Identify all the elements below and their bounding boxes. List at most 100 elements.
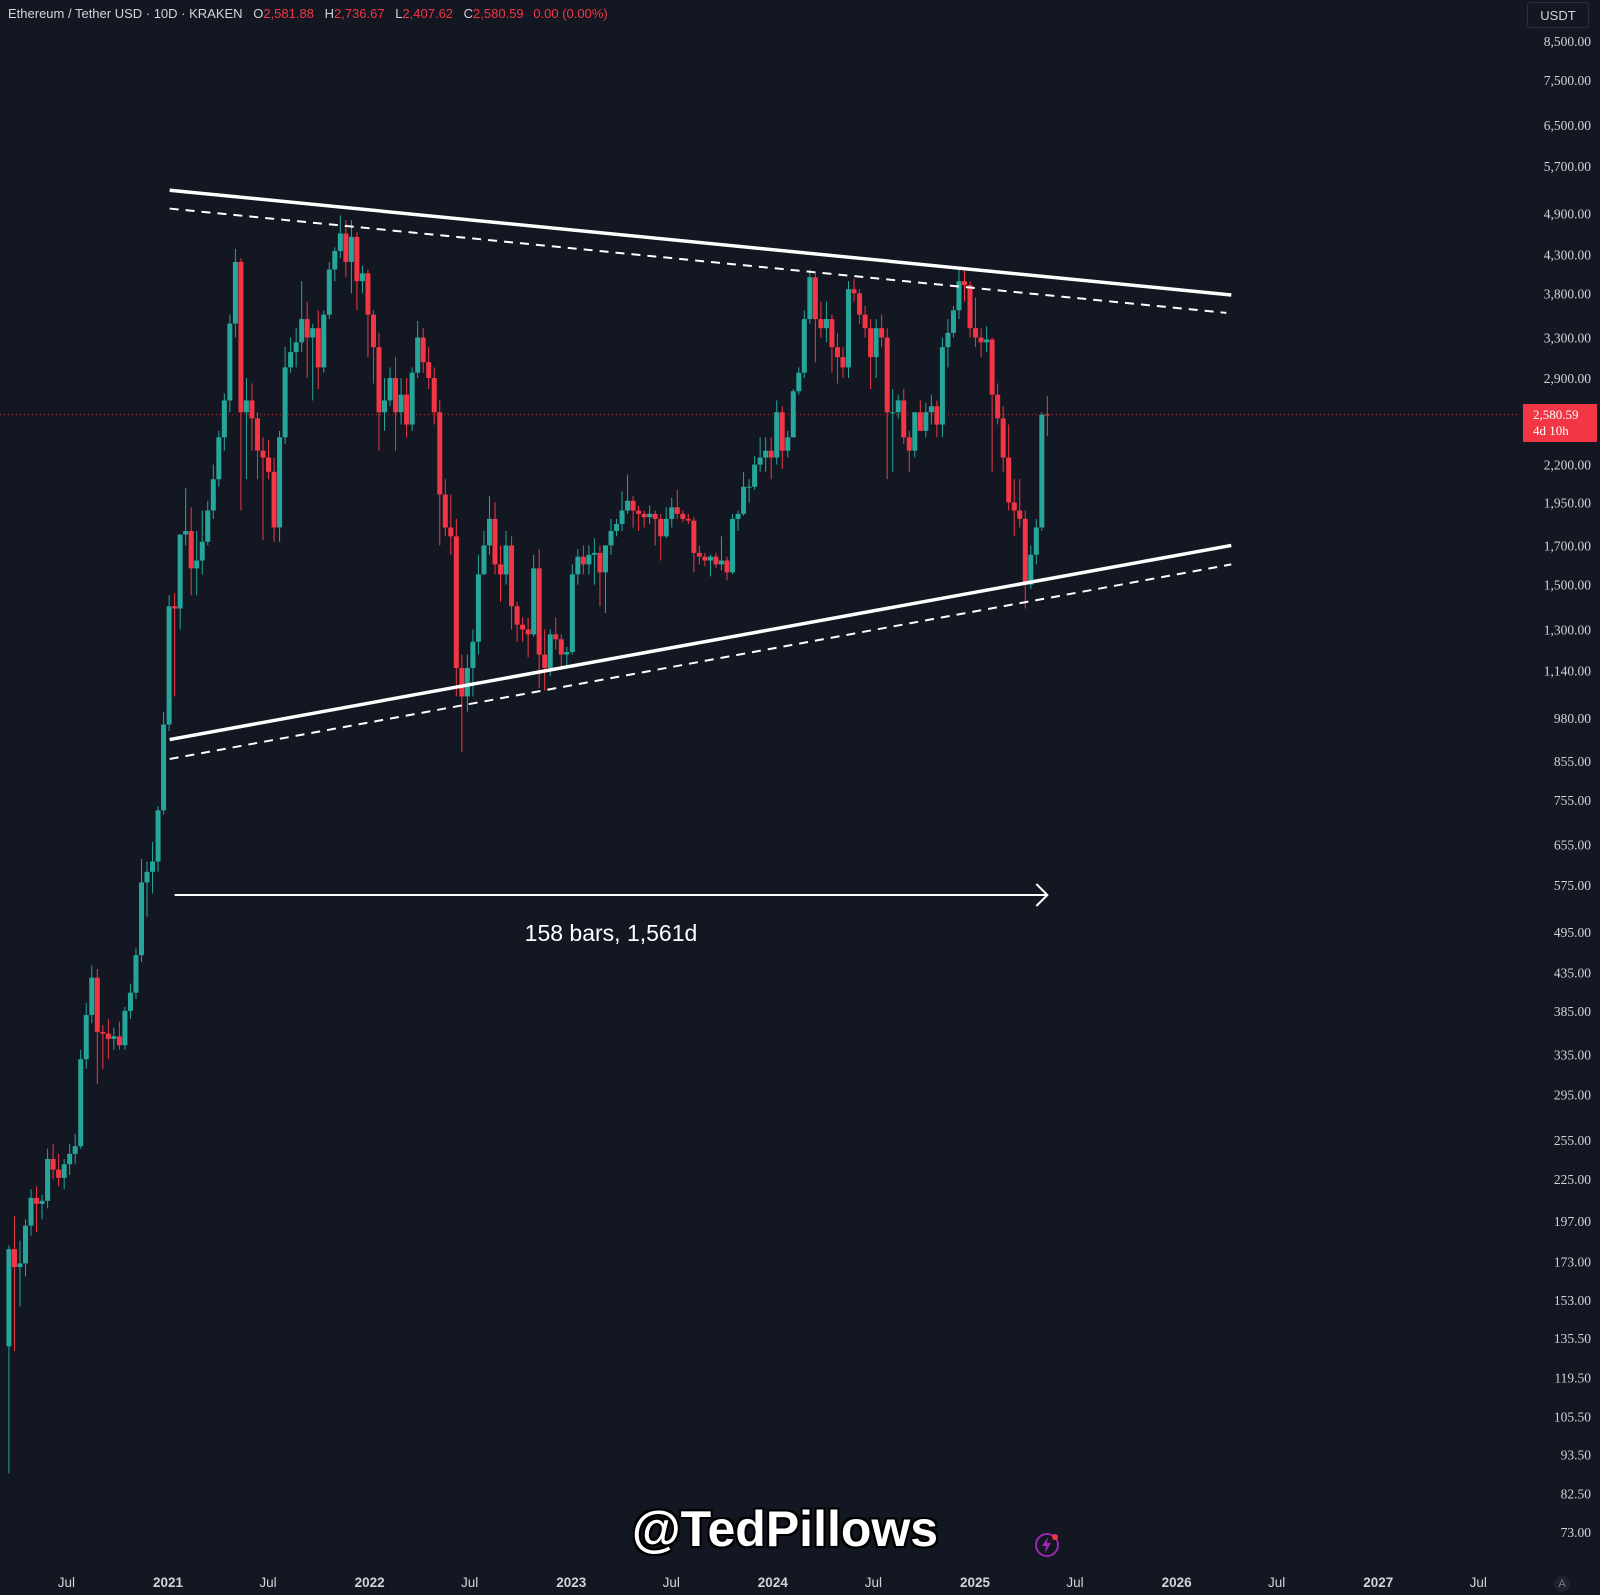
candle-body	[188, 531, 194, 569]
candle-body	[475, 574, 481, 642]
candle-body	[498, 564, 504, 575]
candle-body	[50, 1158, 56, 1170]
candle-body	[1011, 502, 1017, 511]
candle	[879, 314, 885, 348]
candle-body	[923, 412, 929, 431]
auto-scale-button[interactable]: A	[1554, 1576, 1570, 1592]
candle-body	[542, 654, 548, 668]
candle	[558, 634, 564, 668]
candle	[912, 412, 918, 458]
candle	[260, 437, 266, 540]
trendline-solid	[169, 188, 1232, 297]
candle	[956, 269, 962, 320]
candle-body	[1028, 554, 1034, 585]
price-tick-label: 153.00	[1554, 1293, 1591, 1308]
candle-body	[116, 1036, 122, 1046]
candle-body	[730, 518, 736, 573]
candle-body	[326, 269, 332, 315]
candle-body	[1044, 414, 1050, 416]
trendline-dashed	[169, 563, 1232, 760]
candle	[906, 430, 912, 472]
candle	[6, 1245, 12, 1474]
candle	[984, 326, 990, 353]
candle	[111, 1027, 117, 1050]
candle-body	[39, 1200, 45, 1204]
candle-body	[553, 634, 559, 640]
candle-body	[492, 518, 498, 565]
time-tick-label: 2024	[758, 1575, 789, 1590]
candle-body	[321, 314, 327, 368]
candle	[210, 464, 216, 519]
candle-body	[790, 391, 796, 438]
candle	[575, 549, 581, 585]
candle	[94, 969, 100, 1084]
candle	[989, 337, 995, 472]
candle-body	[801, 319, 807, 373]
price-tick-label: 435.00	[1554, 966, 1591, 981]
candle-body	[376, 347, 382, 413]
candle-body	[862, 314, 868, 329]
candle	[818, 301, 824, 338]
price-tick-label: 1,500.00	[1544, 578, 1592, 593]
candle-body	[94, 977, 100, 1032]
candle	[393, 357, 399, 451]
price-axis[interactable]: 8,500.00 7,500.00 6,500.00 5,700.00 4,900.00…	[1544, 34, 1592, 1540]
candle	[398, 378, 404, 425]
candle-body	[172, 606, 178, 609]
candle	[619, 491, 625, 532]
time-tick-label: Jul	[1268, 1575, 1285, 1590]
candle	[851, 278, 857, 302]
candle	[917, 400, 923, 431]
candle-body	[868, 328, 874, 358]
candle-body	[387, 378, 393, 401]
candle-body	[575, 556, 581, 575]
candle	[862, 305, 868, 338]
candle-body	[365, 273, 371, 315]
price-tick-label: 2,900.00	[1544, 371, 1592, 386]
candle	[448, 494, 454, 555]
candle-body	[796, 372, 802, 392]
candle-body	[630, 500, 636, 511]
candle	[978, 328, 984, 358]
candle-body	[243, 400, 249, 413]
candle-body	[260, 450, 266, 458]
candle-body	[547, 634, 553, 668]
candle-body	[470, 641, 476, 668]
candle-body	[586, 554, 592, 565]
candle-body	[266, 457, 272, 472]
candle	[50, 1143, 56, 1180]
lightning-icon[interactable]	[1034, 1532, 1060, 1558]
time-axis[interactable]: Jul 2021 Jul 2022 Jul 2023 Jul 2024 Jul 2025 Jul 20…	[58, 1575, 1487, 1590]
candle-body	[78, 1059, 84, 1147]
symbol-title[interactable]: Ethereum / Tether USD · 10D · KRAKEN	[8, 6, 243, 21]
candle-body	[520, 624, 526, 630]
price-tick-label: 855.00	[1554, 754, 1591, 769]
candle-body	[393, 378, 399, 413]
candle	[492, 502, 498, 575]
candle-body	[956, 281, 962, 311]
candle	[122, 1006, 128, 1050]
date-range-measure[interactable]: 158 bars, 1,561d	[174, 883, 1049, 946]
candle-body	[818, 319, 824, 329]
candle	[442, 479, 448, 537]
candle-body	[89, 977, 95, 1015]
candle	[138, 859, 144, 962]
candle	[382, 378, 388, 431]
candle	[326, 261, 332, 320]
candle	[116, 1021, 122, 1050]
time-tick-label: Jul	[259, 1575, 276, 1590]
candle	[387, 367, 393, 407]
currency-button[interactable]: USDT	[1527, 2, 1589, 28]
candle-body	[973, 328, 979, 338]
candle	[127, 983, 133, 1020]
candle-body	[879, 328, 885, 338]
candle	[939, 337, 945, 438]
candle	[779, 406, 785, 469]
trendlines[interactable]	[169, 188, 1232, 760]
candle	[564, 646, 570, 668]
candle-body	[138, 882, 144, 956]
candle	[72, 1133, 78, 1165]
candle	[857, 289, 863, 324]
candle	[1044, 396, 1050, 437]
